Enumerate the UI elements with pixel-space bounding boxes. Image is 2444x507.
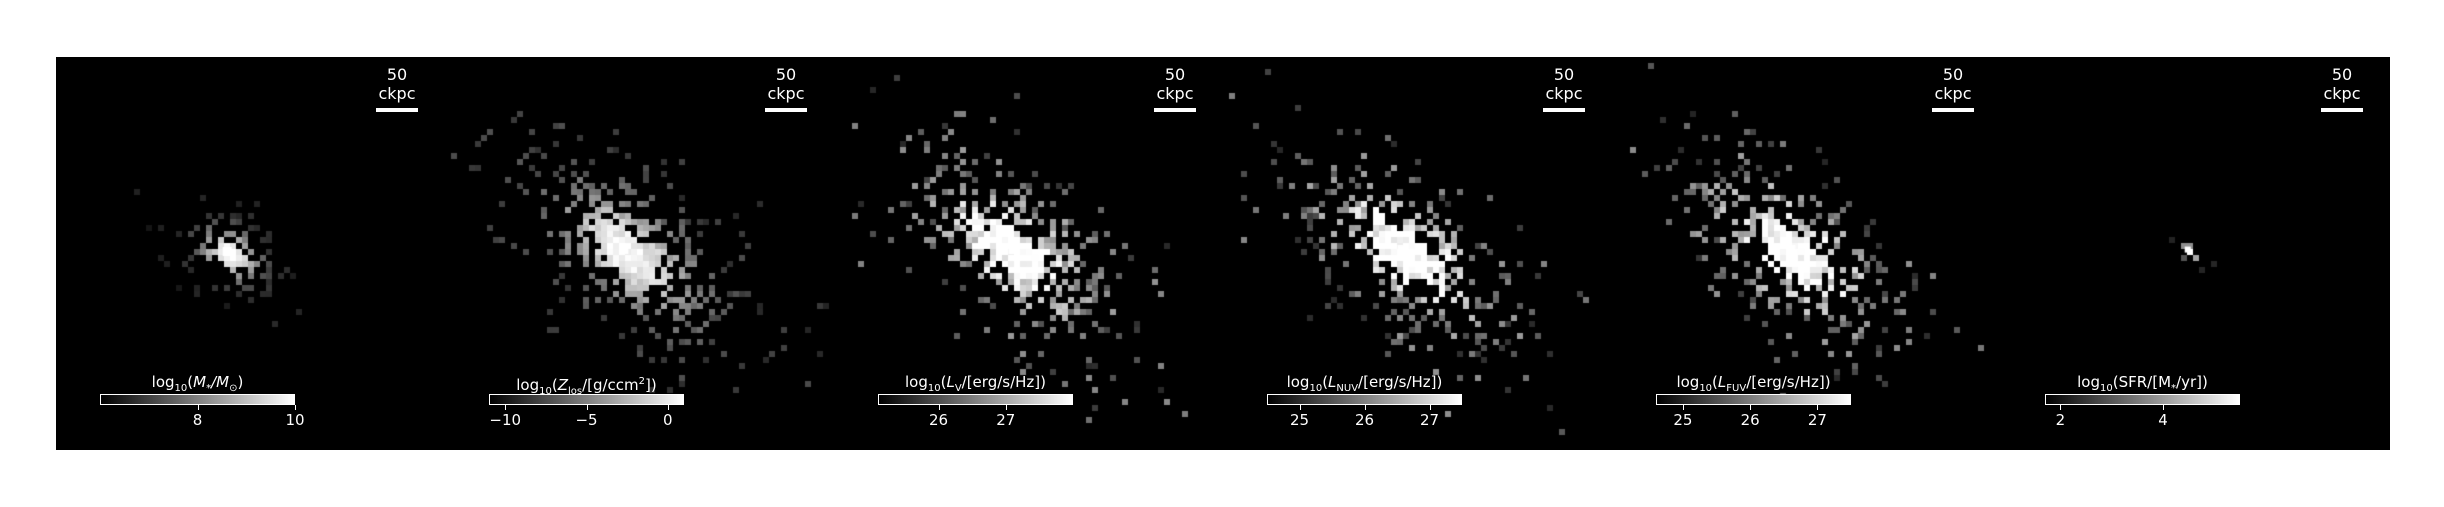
colorbar-gradient xyxy=(489,394,684,405)
colorbar-tick-label: 0 xyxy=(662,411,673,429)
colorbar-tick xyxy=(586,405,588,410)
lv-map-image xyxy=(834,57,1223,450)
scale-line xyxy=(376,108,418,112)
panel-lnuv: 50 ckpc log10(LNUV/[erg/s/Hz]) 25 26 27 xyxy=(1223,57,1612,450)
colorbar-label: log10(LFUV/[erg/s/Hz]) xyxy=(1676,373,1831,394)
colorbar: log10(LV/[erg/s/Hz]) 26 27 xyxy=(878,372,1073,429)
colorbar: log10(M*/M⊙) 8 10 xyxy=(100,372,305,429)
scale-line xyxy=(1932,108,1974,112)
panel-stellar-mass: 50 ckpc log10(M*/M⊙) 8 10 xyxy=(56,57,445,450)
mass-map-image xyxy=(56,57,445,450)
scale-line xyxy=(2321,108,2363,112)
image-strip: 50 ckpc log10(M*/M⊙) 8 10 50 ckpc log10(Z… xyxy=(56,57,2390,450)
colorbar-label: log10(M*/M⊙) xyxy=(151,373,244,394)
scale-bar: 50 ckpc xyxy=(756,65,816,112)
scale-bar: 50 ckpc xyxy=(367,65,427,112)
colorbar-tick xyxy=(295,405,296,410)
scale-label: 50 ckpc xyxy=(1934,65,1972,103)
colorbar-tick-label: −5 xyxy=(575,411,598,429)
scale-bar: 50 ckpc xyxy=(1145,65,1205,112)
scale-label: 50 ckpc xyxy=(1156,65,1194,103)
scale-label: 50 ckpc xyxy=(1545,65,1583,103)
colorbar-tick-label: 10 xyxy=(285,411,305,429)
colorbar: log10(LFUV/[erg/s/Hz]) 25 26 27 xyxy=(1656,372,1851,429)
colorbar-tick-label: 25 xyxy=(1673,411,1693,429)
colorbar-ticks: 25 26 27 xyxy=(1267,405,1462,429)
colorbar-tick-label: 26 xyxy=(1354,411,1375,429)
colorbar-gradient xyxy=(878,394,1073,405)
scale-label: 50 ckpc xyxy=(767,65,805,103)
colorbar-gradient xyxy=(2045,394,2240,405)
scale-bar: 50 ckpc xyxy=(2312,65,2372,112)
colorbar-ticks: 25 26 27 xyxy=(1656,405,1851,429)
colorbar-tick xyxy=(938,405,940,410)
colorbar-tick xyxy=(1750,405,1752,410)
colorbar-tick-label: 27 xyxy=(1807,411,1827,429)
colorbar-label: log10(Zlos/[g/ccm2]) xyxy=(516,376,657,397)
scale-line xyxy=(1543,108,1585,112)
colorbar-tick xyxy=(1682,405,1684,410)
colorbar-tick xyxy=(1005,405,1007,410)
scale-line xyxy=(1154,108,1196,112)
metallicity-map-image xyxy=(445,57,834,450)
colorbar-ticks: −10 −5 0 xyxy=(489,405,684,429)
colorbar-tick xyxy=(667,405,669,410)
colorbar-gradient xyxy=(1267,394,1462,405)
lnuv-map-image xyxy=(1223,57,1612,450)
colorbar-tick-label: 26 xyxy=(1740,411,1760,429)
panel-lfuv: 50 ckpc log10(LFUV/[erg/s/Hz]) 25 26 27 xyxy=(1612,57,2001,450)
panel-metallicity: 50 ckpc log10(Zlos/[g/ccm2]) −10 −5 0 xyxy=(445,57,834,450)
colorbar-tick-label: 8 xyxy=(192,411,203,429)
scale-label: 50 ckpc xyxy=(378,65,416,103)
colorbar-gradient xyxy=(100,394,295,405)
colorbar-tick-label: 4 xyxy=(2158,411,2168,429)
colorbar: log10(LNUV/[erg/s/Hz]) 25 26 27 xyxy=(1267,372,1462,429)
colorbar: log10(Zlos/[g/ccm2]) −10 −5 0 xyxy=(489,372,684,429)
colorbar-label: log10(LNUV/[erg/s/Hz]) xyxy=(1286,373,1443,394)
colorbar-gradient xyxy=(1656,394,1851,405)
lfuv-map-image xyxy=(1612,57,2001,450)
colorbar-tick xyxy=(2163,405,2165,410)
scale-bar: 50 ckpc xyxy=(1923,65,1983,112)
colorbar-label: log10(LV/[erg/s/Hz]) xyxy=(904,373,1047,394)
colorbar-tick-label: 26 xyxy=(928,411,949,429)
colorbar-tick xyxy=(2060,405,2062,410)
colorbar-ticks: 8 10 xyxy=(100,405,305,429)
scale-line xyxy=(765,108,807,112)
scale-bar: 50 ckpc xyxy=(1534,65,1594,112)
colorbar-tick xyxy=(1429,405,1431,410)
colorbar-tick xyxy=(505,405,507,410)
panel-lv: 50 ckpc log10(LV/[erg/s/Hz]) 26 27 xyxy=(834,57,1223,450)
colorbar-tick-label: 27 xyxy=(996,411,1016,429)
colorbar-tick-label: 25 xyxy=(1289,411,1310,429)
colorbar-tick xyxy=(1364,405,1366,410)
colorbar-tick-label: 2 xyxy=(2055,411,2066,429)
colorbar-tick xyxy=(1299,405,1301,410)
sfr-map-image xyxy=(2001,57,2390,450)
colorbar-tick-label: 27 xyxy=(1419,411,1440,429)
colorbar-tick xyxy=(197,405,199,410)
scale-label: 50 ckpc xyxy=(2323,65,2361,103)
colorbar-ticks: 26 27 xyxy=(878,405,1073,429)
colorbar-label: log10(SFR/[M*/yr]) xyxy=(2077,373,2208,394)
colorbar-tick xyxy=(1817,405,1819,410)
colorbar-tick-label: −10 xyxy=(489,411,522,429)
